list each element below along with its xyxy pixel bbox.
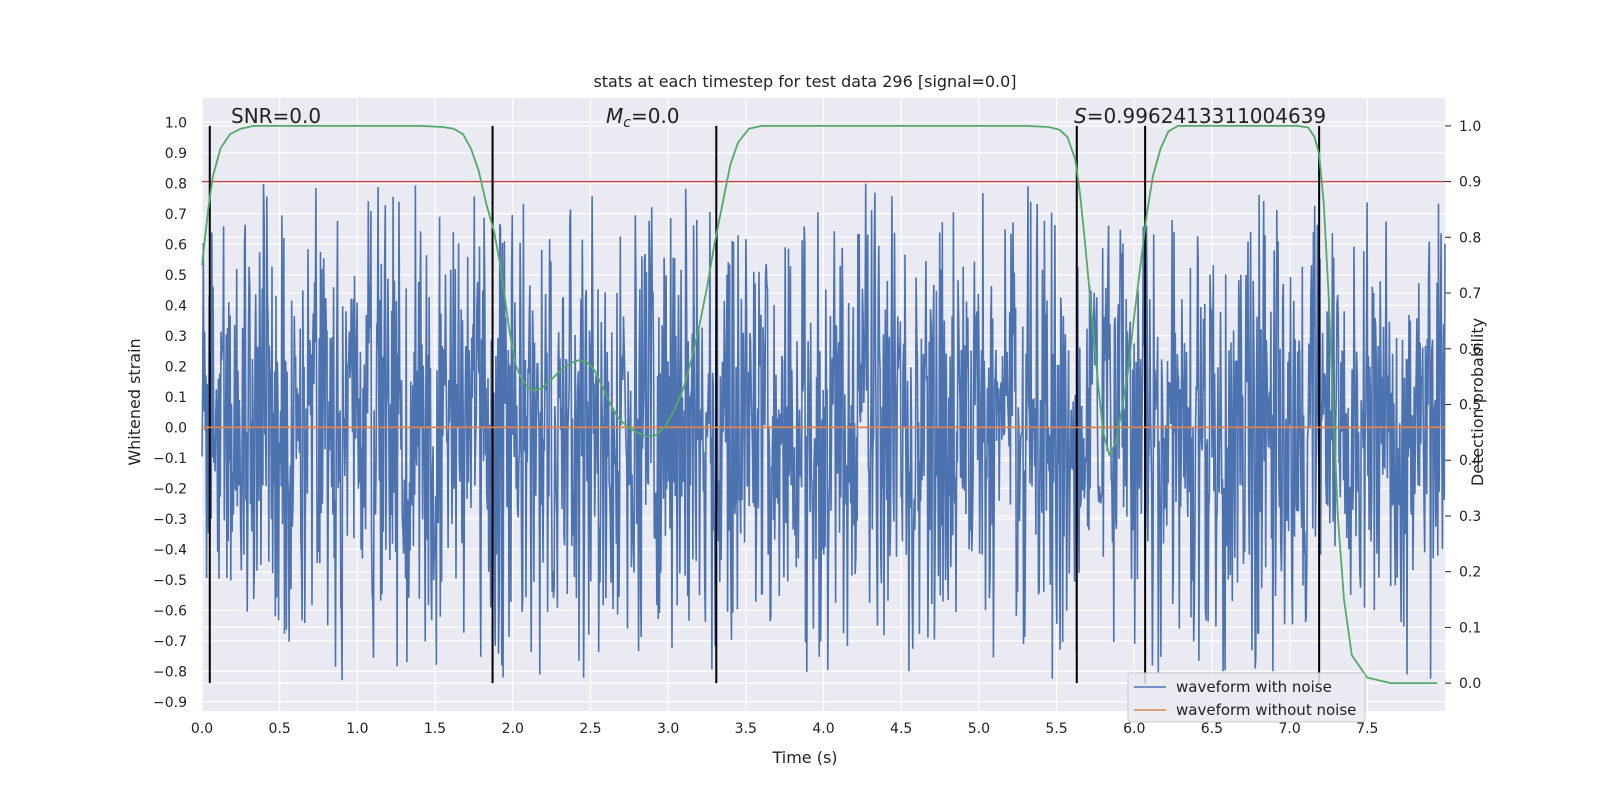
x-tick-label: 5.0 [968,721,990,737]
y-tick-label-right: 0.2 [1459,565,1481,581]
legend-box [1127,672,1366,723]
legend-label: waveform without noise [1176,701,1356,719]
x-tick-label: 0.0 [191,721,213,737]
x-tick-label: 0.5 [269,721,291,737]
y-tick-label-left: 0.4 [165,298,187,314]
annotation-chirp-mass: Mc=0.0 [606,104,680,131]
y-tick-label-right: 0.7 [1459,286,1481,302]
detection-probability-line [201,125,1438,684]
y-tick-label-left: 0.2 [165,359,187,375]
waveform-with-noise-line [201,183,1446,681]
y-tick-label-left: −0.2 [153,481,187,497]
annotation-s-value: S=0.9962413311004639 [1074,104,1326,128]
y-axis-label-left: Whitened strain [125,338,144,465]
x-tick-label: 2.0 [502,721,524,737]
legend-label: waveform with noise [1176,678,1332,696]
y-tick-label-right: 0.0 [1459,676,1481,692]
y-tick-label-right: 0.5 [1459,398,1481,414]
x-tick-label: 2.5 [579,721,601,737]
x-tick-label: 4.0 [812,721,834,737]
y-tick-label-right: 0.3 [1459,509,1481,525]
x-tick-label: 6.5 [1201,721,1223,737]
y-tick-label-left: −0.9 [153,695,187,711]
y-tick-label-right: 0.9 [1459,175,1481,191]
y-tick-label-left: −0.3 [153,512,187,528]
y-tick-label-left: −0.7 [153,634,187,650]
y-tick-label-left: 0.5 [165,268,187,284]
x-tick-label: 3.5 [735,721,757,737]
plot-area: 0.0 0.5 1.0 1.5 2.0 2.5 3.0 3.5 4.0 4.5 5.0 5.5 6.0 6… [153,98,1481,737]
y-tick-label-left: −0.8 [153,664,187,680]
y-tick-label-left: 0.1 [165,390,187,406]
y-tick-label-left: 0.0 [165,420,187,436]
x-tick-label: 7.5 [1356,721,1378,737]
y-tick-label-left: 0.6 [165,237,187,253]
x-axis-label: Time (s) [771,748,837,767]
y-tick-label-left: −0.4 [153,542,187,558]
y-tick-label-right: 0.8 [1459,230,1481,246]
y-tick-label-right: 0.1 [1459,620,1481,636]
y-tick-label-left: 0.7 [165,207,187,223]
y-tick-label-left: 0.9 [165,146,187,162]
chart-title: stats at each timestep for test data 296… [593,72,1016,91]
annotation-snr: SNR=0.0 [231,104,321,128]
x-tick-label: 7.0 [1278,721,1300,737]
y-tick-label-right: 0.6 [1459,342,1481,358]
x-tick-label: 4.5 [890,721,912,737]
y-tick-label-left: 1.0 [165,115,187,131]
y-axis-label-right: Detection probability [1468,318,1487,486]
x-tick-label: 5.5 [1045,721,1067,737]
y-tick-label-left: 0.8 [165,176,187,192]
x-tick-label: 1.5 [424,721,446,737]
y-tick-label-left: −0.1 [153,451,187,467]
y-tick-label-left: −0.6 [153,603,187,619]
x-tick-label: 3.0 [657,721,679,737]
y-tick-label-left: 0.3 [165,329,187,345]
y-tick-label-right: 0.4 [1459,453,1481,469]
x-tick-label: 1.0 [346,721,368,737]
y-tick-label-right: 1.0 [1459,119,1481,135]
y-tick-label-left: −0.5 [153,573,187,589]
x-tick-label: 6.0 [1123,721,1145,737]
